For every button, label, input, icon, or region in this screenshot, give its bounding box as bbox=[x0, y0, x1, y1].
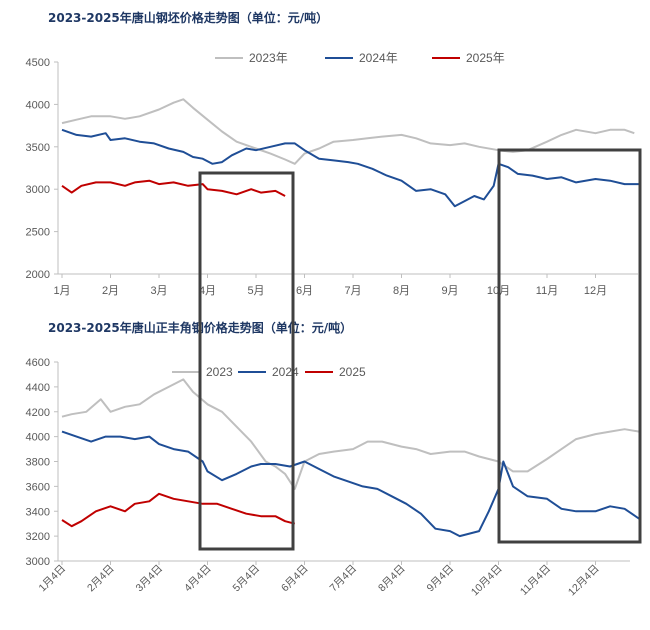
chart1-x-tick-label: 5月 bbox=[247, 285, 264, 297]
chart1-series-2023年-line bbox=[61, 98, 635, 165]
chart2-x-tick-label: 10月4日 bbox=[469, 563, 505, 599]
chart2-series-2024-line bbox=[61, 430, 640, 538]
chart1-x-tick-label: 2月 bbox=[102, 285, 119, 297]
chart1-title: 2023-2025年唐山钢坯价格走势图（单位：元/吨） bbox=[48, 11, 329, 25]
chart2-x-tick-label: 7月4日 bbox=[328, 563, 360, 595]
chart2-x-tick-label: 8月4日 bbox=[376, 563, 408, 595]
chart2-y-tick-label: 3000 bbox=[26, 556, 50, 568]
chart2-y-tick-label: 4400 bbox=[26, 382, 50, 394]
chart2-y-tick-label: 3800 bbox=[26, 457, 50, 469]
chart1-series-2024年-line bbox=[61, 128, 640, 208]
chart2-legend-label: 2023 bbox=[206, 365, 233, 379]
chart2-y-tick-label: 4600 bbox=[26, 357, 50, 369]
chart2-x-tick-label: 12月4日 bbox=[566, 563, 602, 599]
chart2-y-tick-label: 3600 bbox=[26, 481, 50, 493]
chart1-y-tick-label: 4000 bbox=[26, 99, 50, 111]
chart2-x-tick-label: 4月4日 bbox=[182, 563, 214, 595]
chart2-x-tick-label: 3月4日 bbox=[134, 563, 166, 595]
chart2-legend-label: 2024 bbox=[272, 365, 299, 379]
chart2-legend-label: 2025 bbox=[339, 365, 366, 379]
chart1-y-tick-label: 4500 bbox=[26, 57, 50, 69]
chart1-x-tick-label: 9月 bbox=[441, 285, 458, 297]
chart1-y-tick-label: 2000 bbox=[26, 269, 50, 281]
highlight-box-oct-dec bbox=[497, 148, 642, 544]
chart2-y-tick-label: 3400 bbox=[26, 506, 50, 518]
chart1-x-tick-label: 6月 bbox=[296, 285, 313, 297]
chart1-x-tick-label: 1月 bbox=[53, 285, 70, 297]
chart1-y-tick-label: 3000 bbox=[26, 184, 50, 196]
chart2-series-2025-line bbox=[61, 492, 296, 528]
chart2-x-tick-label: 2月4日 bbox=[85, 563, 117, 595]
chart1-x-tick-label: 3月 bbox=[150, 285, 167, 297]
highlight-box-apr-may bbox=[198, 171, 295, 551]
chart1-x-tick-label: 11月 bbox=[536, 285, 558, 297]
chart2-y-tick-label: 4200 bbox=[26, 407, 50, 419]
chart1-legend-label: 2023年 bbox=[249, 51, 288, 65]
chart1-legend-label: 2024年 bbox=[359, 51, 398, 65]
chart1-x-tick-label: 4月 bbox=[199, 285, 216, 297]
chart2-x-tick-label: 6月4日 bbox=[279, 563, 311, 595]
chart1-y-tick-label: 2500 bbox=[26, 227, 50, 239]
chart1-x-tick-label: 12月 bbox=[584, 285, 607, 297]
chart2-x-tick-label: 9月4日 bbox=[425, 563, 457, 595]
chart2-series-2023-line bbox=[61, 378, 640, 490]
chart1-legend-label: 2025年 bbox=[466, 51, 505, 65]
chart2-x-tick-label: 5月4日 bbox=[231, 563, 263, 595]
chart1-series-2025年-line bbox=[61, 179, 286, 197]
chart1-x-tick-label: 8月 bbox=[393, 285, 410, 297]
chart2-y-tick-label: 4000 bbox=[26, 432, 50, 444]
chart1-y-tick-label: 3500 bbox=[26, 142, 50, 154]
chart2-x-tick-label: 11月4日 bbox=[518, 563, 553, 598]
chart1-x-tick-label: 7月 bbox=[344, 285, 361, 297]
chart2-y-tick-label: 3200 bbox=[26, 531, 50, 543]
